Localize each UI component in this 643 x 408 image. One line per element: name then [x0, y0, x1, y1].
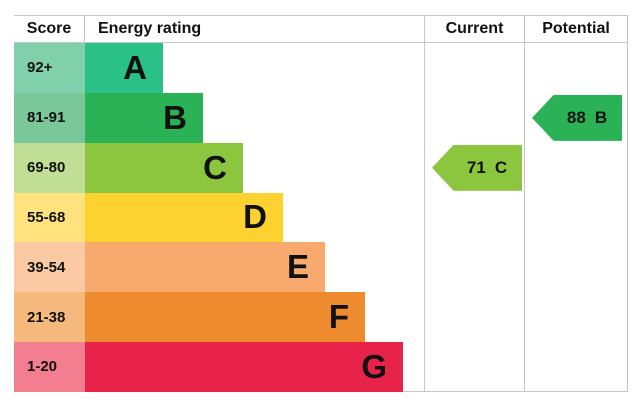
chart-body: 92+ A 81-91 B 69-80 C 55-68 D 39-54 — [14, 43, 627, 392]
header-score: Score — [14, 16, 85, 42]
epc-table: Score Energy rating Current Potential 92… — [14, 15, 628, 392]
band-bar: E — [85, 242, 325, 293]
band-row: 39-54 E — [14, 242, 424, 293]
band-row: 81-91 B — [14, 92, 424, 143]
potential-rating-arrow: 88 B — [532, 94, 622, 141]
band-bar: F — [85, 292, 365, 343]
current-rating-value: 71 — [466, 157, 486, 177]
band-score-label: 1-20 — [27, 358, 58, 376]
band-score-cell: 69-80 — [14, 142, 85, 193]
band-score-label: 55-68 — [27, 208, 66, 226]
potential-rating-letter: B — [594, 107, 608, 127]
band-bar: B — [85, 92, 203, 143]
current-column: 71 C — [424, 43, 524, 392]
band-letter: C — [203, 148, 227, 186]
bands-column: 92+ A 81-91 B 69-80 C 55-68 D 39-54 — [14, 43, 424, 392]
current-rating-arrow: 71 C — [432, 144, 522, 191]
band-score-cell: 39-54 — [14, 242, 85, 293]
band-bar: G — [85, 342, 403, 392]
band-score-cell: 92+ — [14, 43, 85, 93]
band-score-label: 81-91 — [27, 109, 66, 127]
band-score-label: 69-80 — [27, 159, 66, 177]
potential-rating-value: 88 — [566, 107, 586, 127]
band-bar: A — [85, 43, 163, 93]
band-bar: D — [85, 192, 283, 243]
band-letter: F — [328, 298, 349, 336]
band-row: 92+ A — [14, 43, 424, 93]
band-letter: A — [123, 48, 147, 86]
header-row: Score Energy rating Current Potential — [14, 16, 627, 43]
band-letter: B — [163, 98, 187, 136]
band-bar: C — [85, 142, 243, 193]
current-rating-letter: C — [494, 157, 508, 177]
band-score-cell: 55-68 — [14, 192, 85, 243]
band-score-label: 21-38 — [27, 308, 66, 326]
band-score-label: 39-54 — [27, 258, 66, 276]
header-current: Current — [424, 16, 524, 42]
band-score-cell: 1-20 — [14, 342, 85, 392]
band-score-cell: 21-38 — [14, 292, 85, 343]
band-row: 69-80 C — [14, 142, 424, 193]
band-score-label: 92+ — [27, 59, 53, 77]
header-potential: Potential — [524, 16, 627, 42]
band-letter: E — [286, 248, 309, 286]
band-score-cell: 81-91 — [14, 92, 85, 143]
header-energy-rating: Energy rating — [98, 20, 202, 37]
band-row: 21-38 F — [14, 292, 424, 343]
band-row: 55-68 D — [14, 192, 424, 243]
band-letter: G — [361, 347, 387, 385]
band-letter: D — [243, 198, 267, 236]
band-row: 1-20 G — [14, 342, 424, 392]
potential-column: 88 B — [524, 43, 627, 392]
